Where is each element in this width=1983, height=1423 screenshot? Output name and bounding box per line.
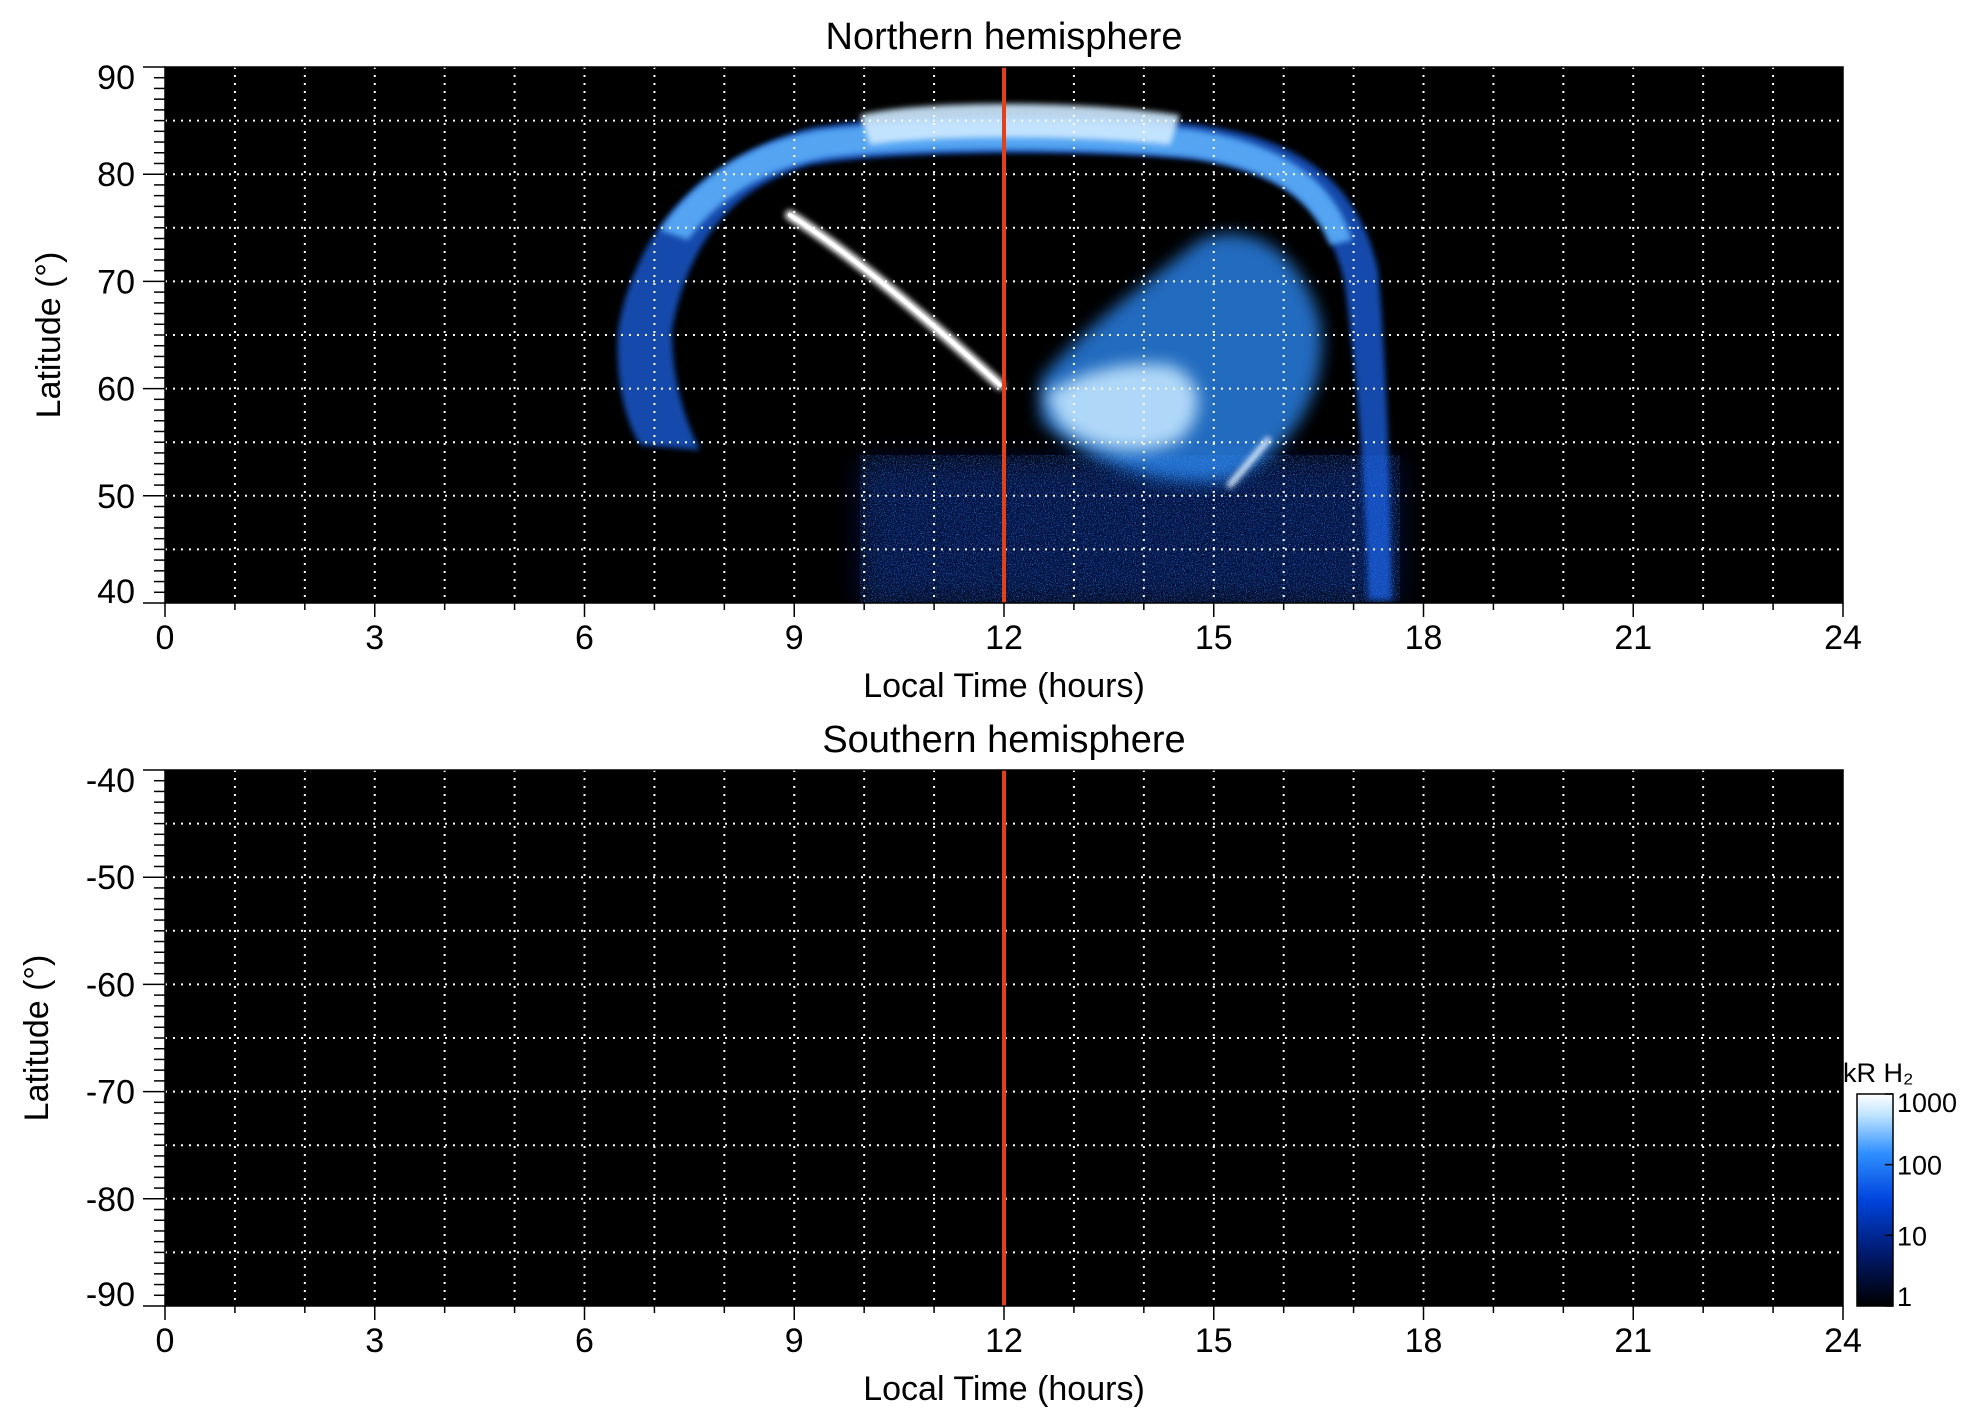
north-y-tick-label: 70 bbox=[97, 263, 135, 301]
south-x-tick-label: 0 bbox=[156, 1322, 175, 1360]
colorbar-gradient bbox=[1856, 1093, 1894, 1307]
north-emission bbox=[617, 103, 1400, 603]
south-x-tick-label: 18 bbox=[1405, 1322, 1443, 1360]
north-y-tick-label: 50 bbox=[97, 478, 135, 516]
north-x-tick-label: 0 bbox=[156, 619, 175, 657]
south-grid bbox=[165, 770, 1843, 1306]
north-x-tick-labels: 0 3 6 9 12 15 18 21 24 bbox=[156, 619, 1862, 657]
colorbar-tick-label: 100 bbox=[1897, 1151, 1942, 1181]
south-x-tick-label: 21 bbox=[1614, 1322, 1652, 1360]
south-minor-ticks bbox=[143, 769, 1844, 1320]
north-short-streak bbox=[1227, 437, 1271, 488]
north-noise-texture bbox=[860, 455, 1400, 603]
north-x-tick-label: 3 bbox=[365, 619, 384, 657]
north-top-cap bbox=[860, 103, 1180, 145]
north-x-tick-label: 9 bbox=[785, 619, 804, 657]
north-x-axis-label: Local Time (hours) bbox=[863, 667, 1145, 705]
colorbar-ticks: 1000 100 10 1 bbox=[1885, 1088, 1957, 1312]
north-x-tick-label: 12 bbox=[985, 619, 1023, 657]
north-band-inner bbox=[660, 121, 1352, 245]
south-x-tick-labels: 0 3 6 9 12 15 18 21 24 bbox=[156, 1322, 1862, 1360]
south-plot-frame bbox=[164, 769, 1844, 1307]
colorbar-tick-label: 10 bbox=[1897, 1221, 1927, 1251]
south-y-tick-labels: -40 -50 -60 -70 -80 -90 bbox=[86, 762, 135, 1314]
colorbar-title: kR H₂ bbox=[1843, 1058, 1913, 1088]
south-x-axis-label: Local Time (hours) bbox=[863, 1370, 1145, 1408]
north-y-tick-label: 80 bbox=[97, 156, 135, 194]
north-plot-frame bbox=[164, 66, 1844, 604]
north-x-tick-label: 15 bbox=[1195, 619, 1233, 657]
north-bright-arc-core bbox=[788, 213, 1002, 387]
south-y-axis-label: Latitude (°) bbox=[18, 955, 56, 1122]
north-grid bbox=[165, 67, 1843, 603]
colorbar-tick-label: 1 bbox=[1897, 1282, 1912, 1312]
south-y-tick-label: -40 bbox=[86, 762, 135, 800]
north-bright-patch bbox=[1045, 363, 1199, 451]
north-x-tick-label: 6 bbox=[575, 619, 594, 657]
south-x-tick-label: 6 bbox=[575, 1322, 594, 1360]
south-y-tick-label: -50 bbox=[86, 859, 135, 897]
north-x-tick-label: 21 bbox=[1614, 619, 1652, 657]
south-x-tick-label: 15 bbox=[1195, 1322, 1233, 1360]
panel-north: Northern hemisphere 0 3 6 9 12 15 18 21 24 908 bbox=[30, 16, 1862, 705]
south-x-tick-label: 3 bbox=[365, 1322, 384, 1360]
panel-south-title: Southern hemisphere bbox=[822, 719, 1185, 761]
north-y-tick-labels: 90 80 70 60 50 40 bbox=[97, 59, 135, 611]
north-y-tick-label: 90 bbox=[97, 59, 135, 97]
colorbar: kR H₂ 1000 100 10 1 bbox=[1843, 1058, 1957, 1312]
north-y-tick-label: 40 bbox=[97, 573, 135, 611]
south-y-tick-label: -90 bbox=[86, 1276, 135, 1314]
south-y-tick-label: -70 bbox=[86, 1074, 135, 1112]
colorbar-tick-label: 1000 bbox=[1897, 1088, 1957, 1118]
south-x-tick-label: 24 bbox=[1824, 1322, 1862, 1360]
south-x-tick-label: 12 bbox=[985, 1322, 1023, 1360]
south-y-tick-label: -60 bbox=[86, 966, 135, 1004]
north-minor-ticks bbox=[143, 66, 1844, 617]
panel-south: Southern hemisphere 0 3 6 9 12 15 18 21 24 -40 -5… bbox=[18, 719, 1862, 1408]
panel-north-title: Northern hemisphere bbox=[826, 16, 1183, 58]
north-y-tick-label: 60 bbox=[97, 371, 135, 409]
north-x-tick-label: 24 bbox=[1824, 619, 1862, 657]
north-x-tick-label: 18 bbox=[1405, 619, 1443, 657]
south-y-tick-label: -80 bbox=[86, 1181, 135, 1219]
south-x-tick-label: 9 bbox=[785, 1322, 804, 1360]
north-y-axis-label: Latitude (°) bbox=[30, 252, 68, 419]
